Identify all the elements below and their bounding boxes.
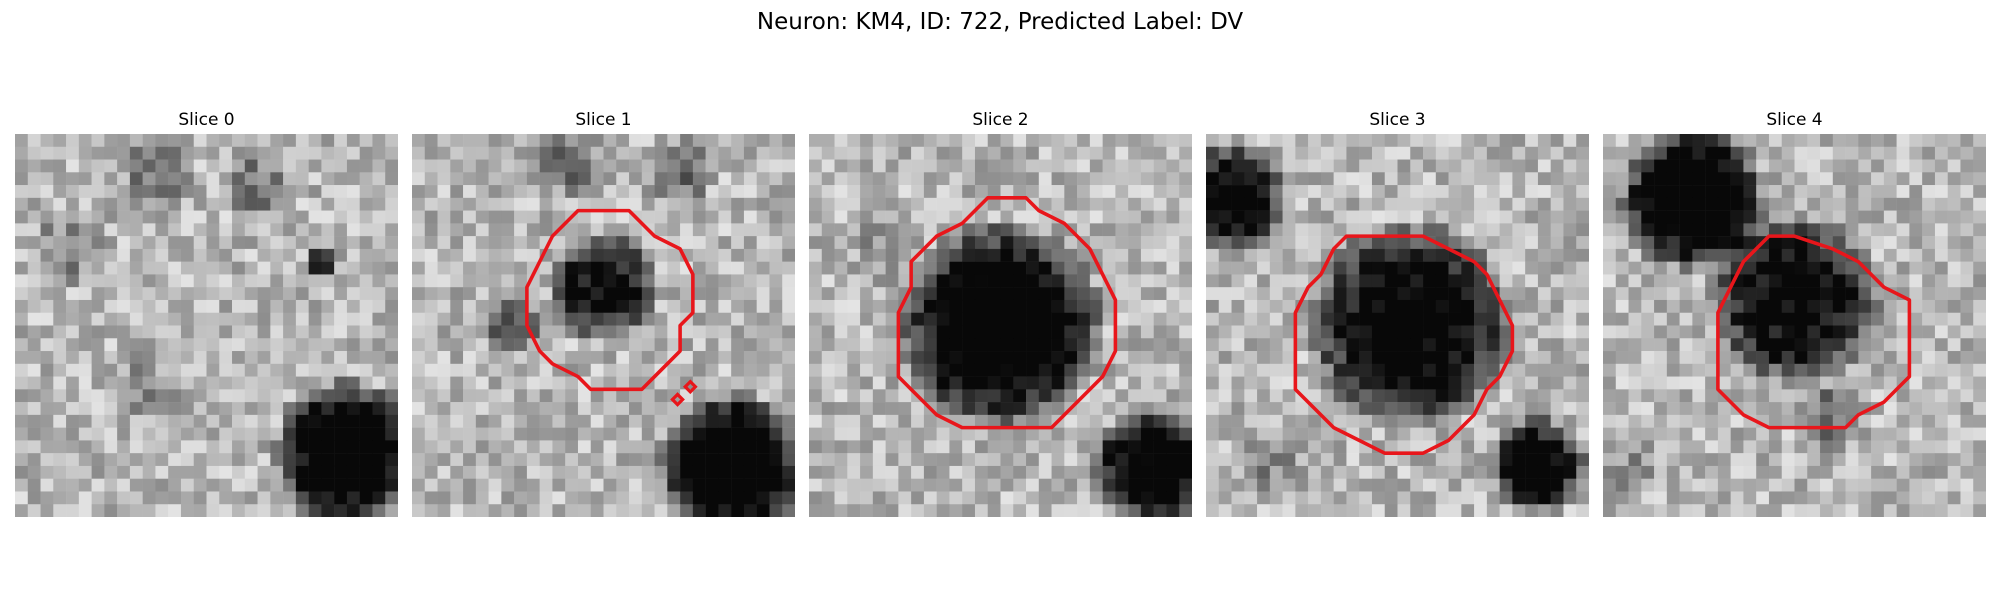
- panel-title: Slice 0: [178, 110, 235, 130]
- segmentation-contour: [1293, 234, 1515, 455]
- panel-slice-2: Slice 2: [809, 108, 1192, 517]
- panel-slice-1: Slice 1: [412, 108, 795, 517]
- panel-title: Slice 3: [1369, 110, 1426, 130]
- panel-slice-0: Slice 0: [15, 108, 398, 517]
- slice-4-image: [1603, 134, 1986, 517]
- panel-slice-4: Slice 4: [1603, 108, 1986, 517]
- panel-title: Slice 4: [1766, 110, 1823, 130]
- contour-fragment: [682, 379, 698, 395]
- panel-title: Slice 1: [575, 110, 632, 130]
- contour-fragment: [670, 392, 685, 407]
- slice-2-image: [809, 134, 1192, 517]
- panel-slice-3: Slice 3: [1206, 108, 1589, 517]
- slice-1-image: [412, 134, 795, 517]
- segmentation-contour: [525, 208, 695, 392]
- panel-title: Slice 2: [972, 110, 1029, 130]
- figure-title: Neuron: KM4, ID: 722, Predicted Label: D…: [756, 9, 1244, 35]
- segmentation-contour: [896, 196, 1118, 430]
- segmentation-contour: [1716, 234, 1912, 430]
- slice-0-image: [15, 134, 398, 517]
- slice-3-image: [1206, 134, 1589, 517]
